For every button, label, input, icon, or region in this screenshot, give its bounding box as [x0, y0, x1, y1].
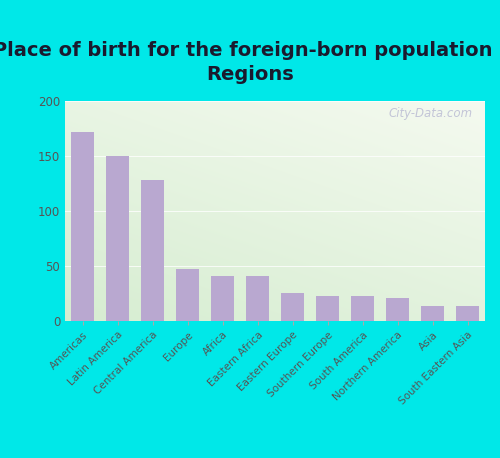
Bar [316, 296, 339, 321]
Bar [246, 276, 269, 321]
Bar [176, 269, 199, 321]
Bar [351, 296, 374, 321]
Bar [281, 293, 304, 321]
Bar [211, 276, 234, 321]
Bar [386, 298, 409, 321]
Bar [421, 306, 444, 321]
Bar [141, 180, 164, 321]
Text: City-Data.com: City-Data.com [388, 107, 472, 120]
Bar [71, 131, 94, 321]
Bar [456, 306, 479, 321]
Bar [106, 156, 129, 321]
Text: Place of birth for the foreign-born population -
Regions: Place of birth for the foreign-born popu… [0, 41, 500, 84]
